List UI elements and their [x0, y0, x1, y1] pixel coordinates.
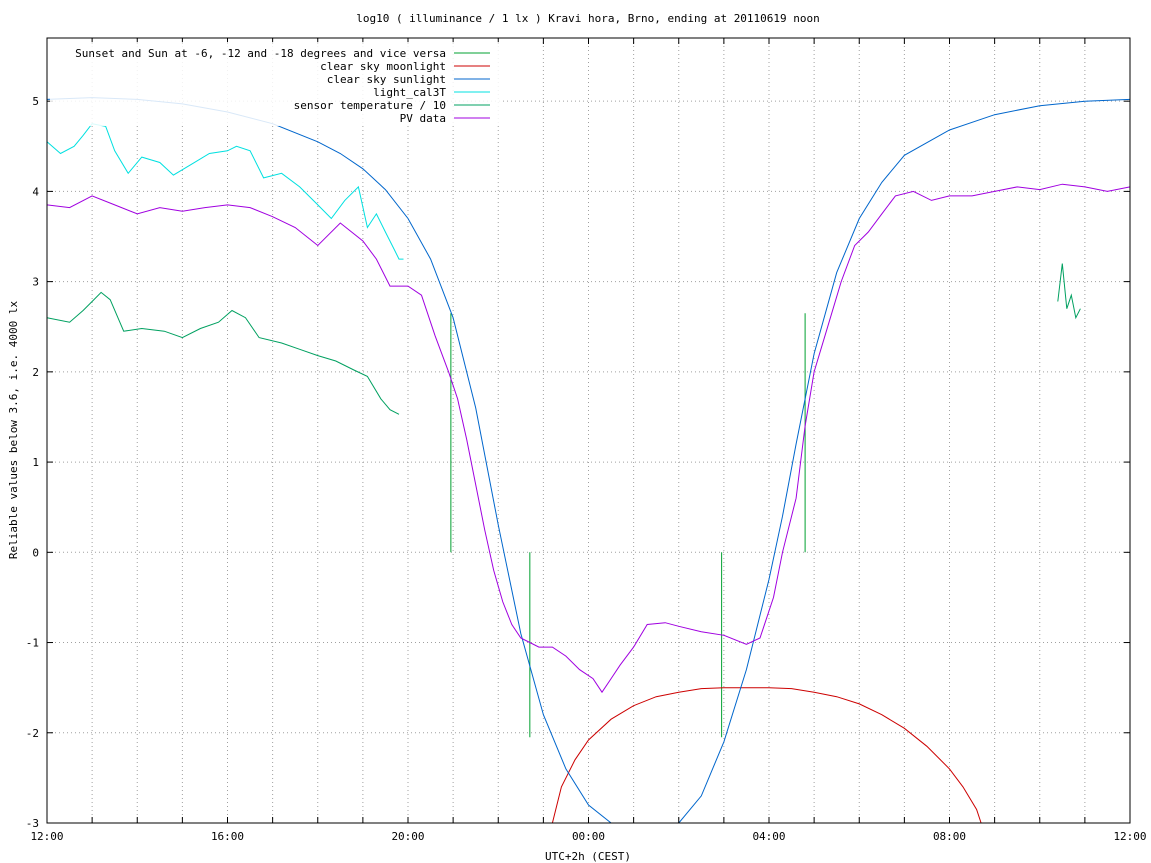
series-line [551, 687, 982, 824]
y-tick-label: -2 [26, 727, 39, 740]
y-tick-label: 3 [32, 276, 39, 289]
y-axis-label: Reliable values below 3.6, i.e. 4000 lx [7, 300, 20, 559]
y-tick-label: 2 [32, 366, 39, 379]
chart-title: log10 ( illuminance / 1 lx ) Kravi hora,… [356, 12, 820, 25]
y-tick-label: -1 [26, 637, 39, 650]
y-tick-label: -3 [26, 817, 39, 830]
legend-label: Sunset and Sun at -6, -12 and -18 degree… [75, 47, 446, 60]
legend-label: clear sky moonlight [320, 60, 446, 73]
x-tick-label: 12:00 [30, 830, 63, 843]
series-clear-sky-moonlight [551, 687, 982, 824]
y-tick-label: 5 [32, 95, 39, 108]
series-line [46, 291, 400, 415]
x-tick-label: 20:00 [391, 830, 424, 843]
y-axis: -3 -2 -1 0 1 2 3 4 5 [26, 95, 1130, 830]
x-tick-label: 08:00 [933, 830, 966, 843]
series-line [1057, 263, 1081, 320]
series-clear-sky-sunlight [46, 97, 1131, 824]
y-tick-label: 0 [32, 546, 39, 559]
y-tick-label: 4 [32, 185, 39, 198]
x-axis: 12:00 16:00 20:00 00:00 04:00 08:00 12:00 [30, 38, 1147, 843]
x-tick-label: 16:00 [211, 830, 244, 843]
legend-label: PV data [400, 112, 446, 125]
series-light-cal3t [46, 123, 404, 260]
x-tick-label: 04:00 [752, 830, 785, 843]
series-line [46, 97, 1131, 824]
x-tick-label: 12:00 [1113, 830, 1146, 843]
legend-background [50, 42, 500, 126]
series-sensor-temperature-10 [46, 263, 1081, 415]
series-line [46, 123, 404, 260]
legend-label: light_cal3T [373, 86, 446, 99]
x-axis-label: UTC+2h (CEST) [545, 850, 631, 863]
legend-label: sensor temperature / 10 [294, 99, 446, 112]
series-pv-data [46, 183, 1131, 694]
legend: Sunset and Sun at -6, -12 and -18 degree… [50, 42, 500, 126]
series-line [46, 183, 1131, 694]
legend-label: clear sky sunlight [327, 73, 446, 86]
x-tick-label: 00:00 [572, 830, 605, 843]
grid [47, 38, 1130, 823]
y-tick-label: 1 [32, 456, 39, 469]
series-sunset-and-sun-at-6-12-and-18-degrees-and-vice-versa [450, 313, 806, 738]
